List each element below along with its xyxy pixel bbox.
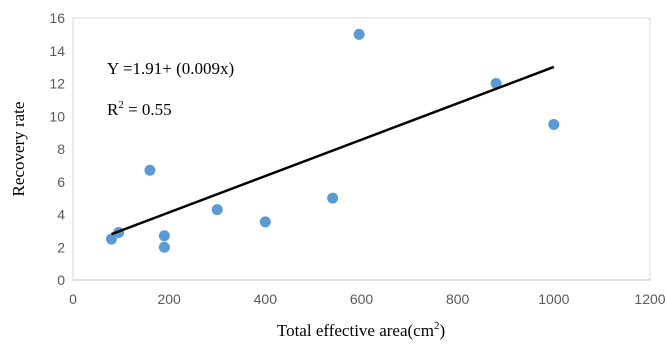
data-point (144, 164, 156, 176)
data-point (548, 118, 560, 130)
y-tick-label: 10 (49, 108, 65, 124)
x-axis-title-base: Total effective area(cm (277, 321, 434, 340)
y-tick-label: 4 (57, 207, 65, 223)
x-tick-label: 1000 (538, 291, 569, 307)
r-squared-value: = 0.55 (124, 100, 172, 119)
r-squared-prefix: R (107, 100, 119, 119)
x-tick-label: 800 (446, 291, 470, 307)
equation-annotation: Y =1.91+ (0.009x) (107, 59, 234, 78)
x-tick-label: 600 (350, 291, 374, 307)
data-point (259, 216, 271, 228)
y-tick-labels: 0 2 4 6 8 10 12 14 16 (49, 10, 65, 288)
y-tick-label: 8 (57, 141, 65, 157)
data-point (353, 28, 365, 40)
x-axis-title-tail: ) (439, 321, 445, 340)
trendline (111, 65, 555, 236)
data-point (105, 233, 117, 245)
data-point (158, 230, 170, 242)
y-tick-label: 2 (57, 239, 65, 255)
data-point (327, 192, 339, 204)
data-point (158, 241, 170, 253)
y-tick-label: 14 (49, 43, 65, 59)
x-axis-title-superscript: 2 (434, 320, 440, 332)
r-squared-annotation: R2 = 0.55 (107, 99, 172, 119)
data-point (211, 204, 223, 216)
x-tick-label: 1200 (634, 291, 665, 307)
data-points (105, 28, 560, 253)
y-tick-label: 0 (57, 272, 65, 288)
plot-area-frame (72, 17, 651, 281)
y-axis-title: Recovery rate (9, 102, 28, 197)
y-tick-label: 12 (49, 76, 65, 92)
x-axis-title: Total effective area(cm2) (277, 320, 445, 340)
y-tick-label: 6 (57, 174, 65, 190)
data-point (490, 78, 502, 89)
x-tick-label: 0 (69, 291, 77, 307)
r-squared-superscript: 2 (118, 99, 124, 111)
y-tick-label: 16 (49, 10, 65, 26)
x-tick-labels: 0 200 400 600 800 1000 1200 (69, 291, 666, 307)
x-tick-label: 200 (157, 291, 181, 307)
x-tick-label: 400 (254, 291, 278, 307)
